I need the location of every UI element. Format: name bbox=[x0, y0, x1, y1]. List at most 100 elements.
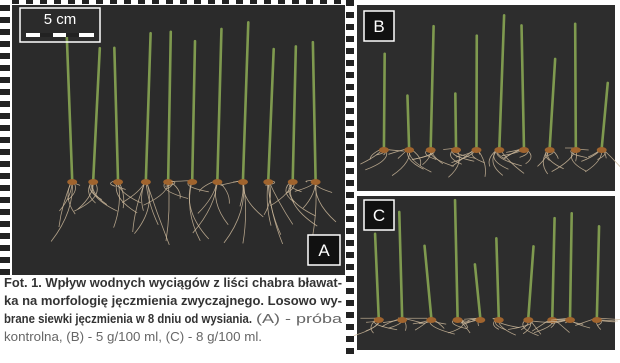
ruler-square bbox=[346, 312, 354, 318]
ruler-square bbox=[250, 0, 257, 4]
seed bbox=[425, 147, 436, 153]
panel-label: B bbox=[373, 17, 384, 36]
leaf bbox=[190, 39, 197, 182]
label-a: A bbox=[307, 234, 341, 266]
seed bbox=[378, 147, 389, 153]
root bbox=[165, 179, 170, 242]
leaf bbox=[600, 81, 610, 150]
root bbox=[242, 179, 246, 244]
leaf bbox=[216, 27, 223, 182]
seed bbox=[591, 317, 602, 323]
seed bbox=[494, 147, 505, 153]
ruler-square bbox=[346, 144, 354, 150]
leaf bbox=[397, 210, 404, 320]
ruler-square bbox=[0, 101, 10, 107]
ruler-square bbox=[54, 0, 61, 4]
ruler-square bbox=[346, 96, 354, 102]
ruler-square bbox=[0, 173, 10, 179]
seed bbox=[471, 147, 482, 153]
leaf bbox=[453, 198, 459, 320]
caption-line: brane siewki jęczmienia w 8 dniu od wysi… bbox=[4, 311, 252, 326]
ruler-square bbox=[346, 84, 354, 90]
ruler-square bbox=[0, 17, 10, 23]
scale-box bbox=[19, 7, 101, 43]
ruler-square bbox=[346, 36, 354, 42]
ruler-square bbox=[0, 233, 10, 239]
ruler-square bbox=[0, 53, 10, 59]
photo-c bbox=[357, 196, 615, 350]
label-box bbox=[363, 10, 395, 42]
leaf bbox=[573, 22, 578, 150]
ruler-square bbox=[0, 161, 10, 167]
leaf bbox=[595, 224, 601, 320]
ruler-square bbox=[12, 0, 19, 4]
seed bbox=[596, 147, 607, 153]
leaf bbox=[548, 57, 557, 150]
leaf bbox=[113, 46, 120, 182]
ruler-square bbox=[346, 324, 354, 330]
ruler-square bbox=[0, 29, 10, 35]
leaf bbox=[291, 45, 298, 182]
ruler-square bbox=[346, 288, 354, 294]
ruler-square bbox=[222, 0, 229, 4]
label-box bbox=[363, 199, 395, 231]
leaf bbox=[473, 263, 482, 320]
label-c: C bbox=[363, 199, 395, 231]
seed bbox=[310, 179, 321, 185]
leaf bbox=[527, 245, 535, 320]
ruler-square bbox=[0, 269, 10, 275]
ruler-square bbox=[0, 125, 10, 131]
leaf bbox=[144, 31, 152, 182]
ruler-square bbox=[346, 48, 354, 54]
seed bbox=[493, 317, 504, 323]
seed bbox=[397, 317, 408, 323]
ruler-square bbox=[346, 60, 354, 66]
ruler-square bbox=[180, 0, 187, 4]
seed bbox=[263, 179, 274, 185]
ruler-square bbox=[346, 240, 354, 246]
ruler-square bbox=[208, 0, 215, 4]
ruler-square bbox=[96, 0, 103, 4]
leaf bbox=[498, 13, 506, 150]
leaf bbox=[495, 237, 501, 320]
caption-line: Fot. 1. Wpływ wodnych wyciągów z liści c… bbox=[4, 275, 342, 290]
ruler-square bbox=[0, 77, 10, 83]
ruler-square bbox=[0, 197, 10, 203]
ruler-square bbox=[346, 180, 354, 186]
ruler-square bbox=[346, 228, 354, 234]
seed bbox=[518, 147, 529, 153]
ruler-square bbox=[68, 0, 75, 4]
panel-label: A bbox=[318, 241, 330, 260]
leaf bbox=[166, 30, 173, 182]
caption-line: kontrolna, (B) - 5 g/100 ml, (C) - 8 g/1… bbox=[4, 329, 262, 344]
ruler-square bbox=[0, 209, 10, 215]
seed bbox=[565, 317, 576, 323]
seed bbox=[475, 317, 486, 323]
ruler-strips bbox=[0, 0, 354, 354]
ruler-square bbox=[292, 0, 299, 4]
ruler-square bbox=[82, 0, 89, 4]
seed bbox=[523, 317, 534, 323]
label-box bbox=[307, 234, 341, 266]
seed bbox=[426, 317, 437, 323]
caption-line: (A) - próba bbox=[256, 311, 343, 326]
ruler-square bbox=[278, 0, 285, 4]
seed bbox=[404, 147, 415, 153]
seedlings bbox=[50, 13, 620, 336]
leaf bbox=[241, 21, 250, 182]
ruler-square bbox=[0, 89, 10, 95]
scale-bar: 5 cm bbox=[19, 7, 101, 43]
seed bbox=[452, 317, 463, 323]
ruler-square bbox=[346, 204, 354, 210]
ruler-square bbox=[0, 257, 10, 263]
seed bbox=[212, 179, 223, 185]
seed bbox=[451, 147, 462, 153]
ruler-square bbox=[346, 108, 354, 114]
seed bbox=[67, 179, 78, 185]
ruler-square bbox=[346, 168, 354, 174]
leaf bbox=[454, 92, 458, 150]
ruler-square bbox=[306, 0, 313, 4]
caption: Fot. 1. Wpływ wodnych wyciągów z liści c… bbox=[4, 275, 343, 344]
root bbox=[50, 179, 73, 242]
